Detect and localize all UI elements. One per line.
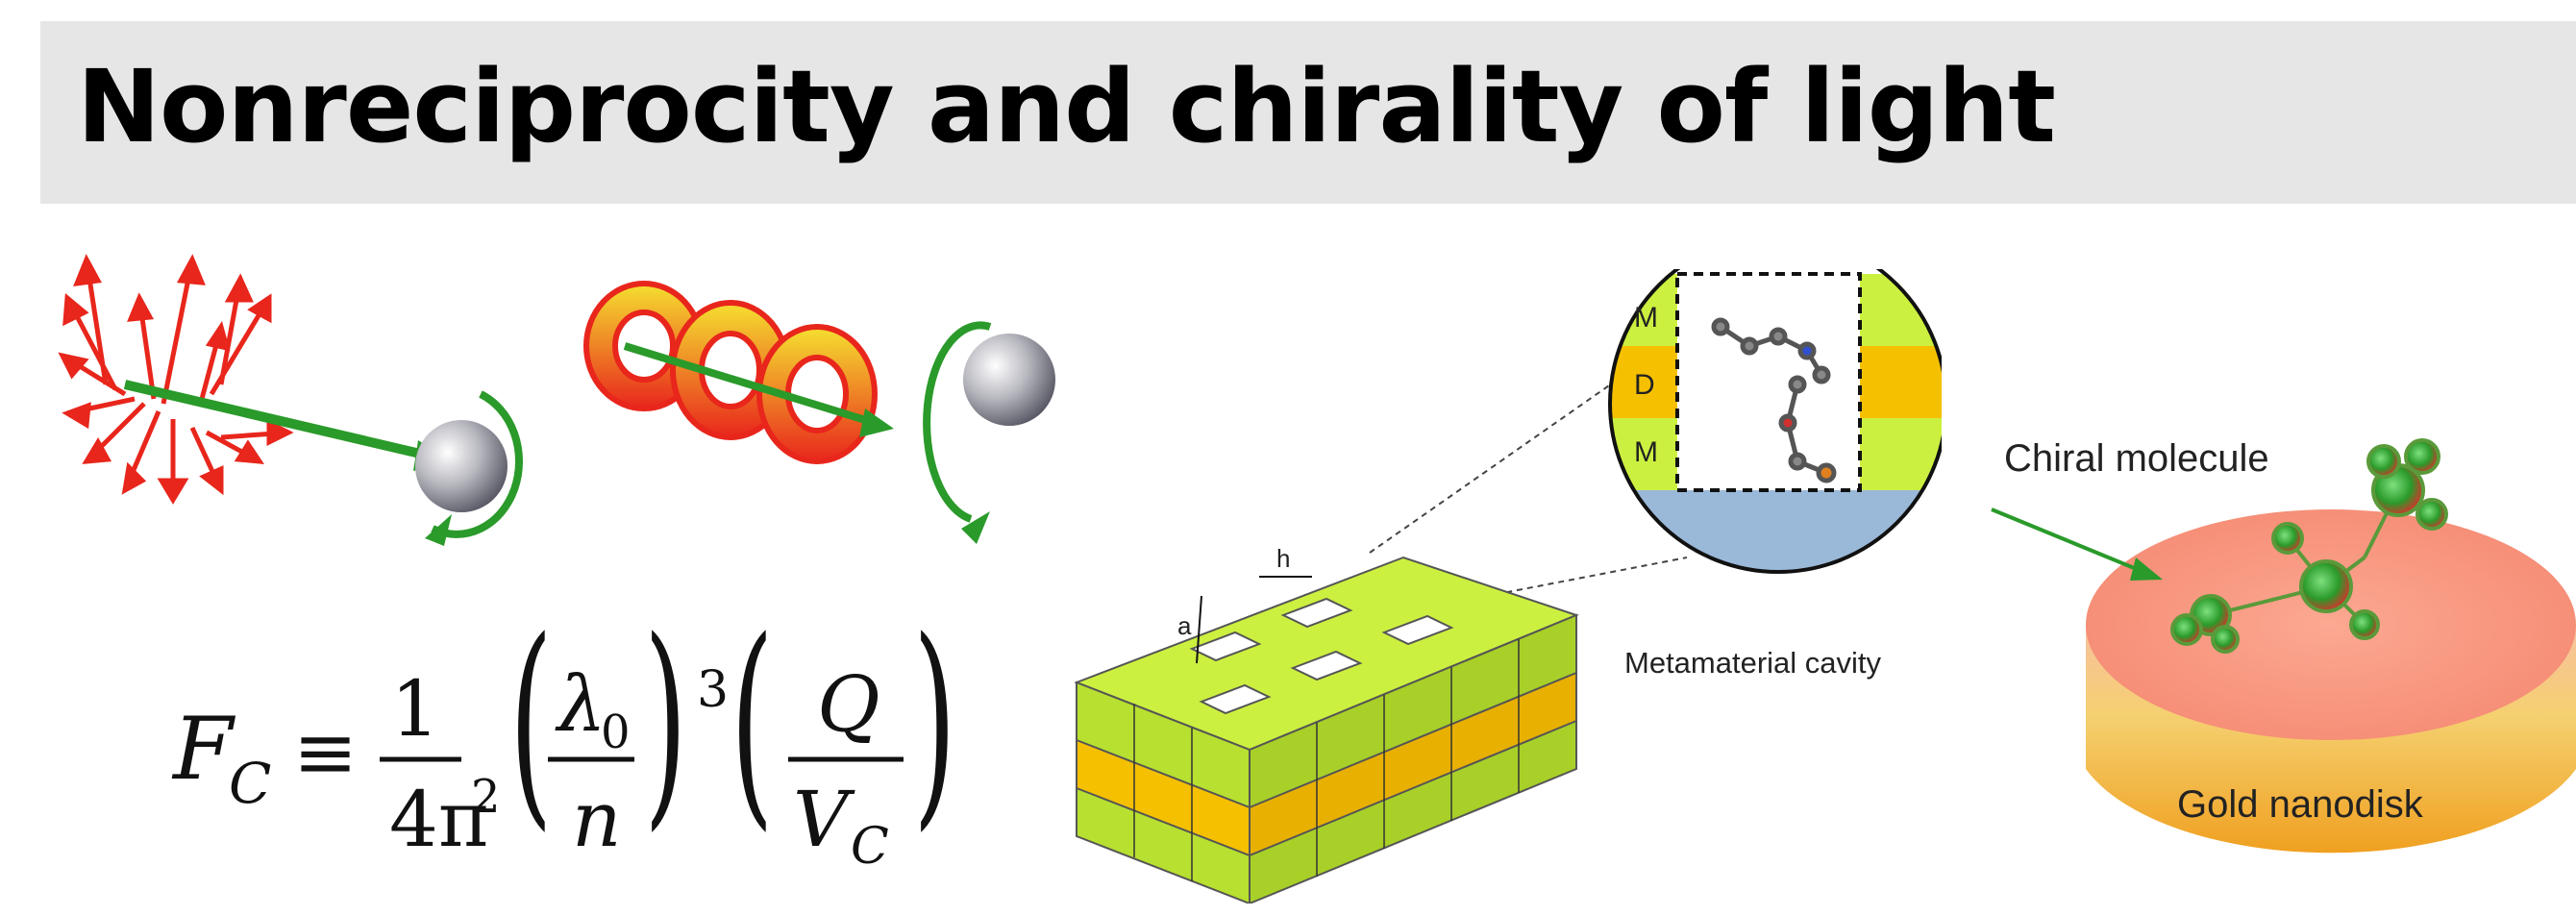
page-title: Nonreciprocity and chirality of light [77, 48, 2056, 165]
frac3-den: V [793, 775, 855, 864]
frac1-num: 1 [391, 664, 440, 754]
formula-lhs-sub: C [229, 751, 271, 816]
frac1-den-sup: 2 [471, 770, 501, 824]
dimension-a-label: a [1177, 611, 1192, 640]
formula-equiv: ≡ [293, 707, 358, 797]
polarization-arrows [58, 254, 294, 505]
title-bar [40, 21, 2576, 204]
layer-label-m-top: M [1634, 302, 1658, 334]
svg-text:(: ( [731, 625, 774, 850]
helix-wave [583, 281, 878, 464]
dimension-h-label: h [1276, 544, 1290, 573]
disk-top [2086, 509, 2576, 740]
rotation-arrow [431, 390, 523, 538]
frac2-den: n [572, 775, 622, 864]
molecule-label: Chiral molecule [2004, 437, 2269, 480]
particle-sphere [415, 420, 508, 512]
svg-text:(: ( [509, 625, 553, 850]
frac3-den-sub: C [851, 818, 889, 876]
metamaterial-block [1074, 556, 1579, 904]
circular-light-illustration [583, 281, 1055, 544]
frac2-num: λ [555, 659, 607, 749]
frac2-num-sub: 0 [601, 706, 631, 759]
purcell-factor-formula: F C ≡ 1 4π 2 ( λ 0 n ) 3 ( Q V C ) [171, 625, 956, 876]
molecule-structure [1711, 317, 1837, 483]
particle-sphere [963, 334, 1055, 426]
metamaterial-caption: Metamaterial cavity [1624, 646, 1882, 680]
propagation-arrow [623, 342, 894, 437]
layer-label-d: D [1634, 369, 1655, 401]
disk-label: Gold nanodisk [2177, 783, 2424, 826]
frac3-num: Q [817, 659, 880, 749]
rotation-arrow [923, 321, 992, 523]
frac1-den: 4π [389, 775, 488, 864]
gold-nanodisk-illustration: Gold nanodisk Chiral molecule [1991, 437, 2576, 854]
linear-light-illustration [58, 254, 523, 546]
svg-text:): ) [913, 625, 956, 850]
layer-label-m-bottom: M [1634, 436, 1658, 468]
metamaterial-illustration: M D M Metamaterial cavity h a [1074, 269, 1942, 904]
molecule-pointer-arrow [1991, 508, 2163, 581]
cavity-closeup [1610, 269, 1942, 572]
formula-lhs: F [171, 699, 236, 800]
chiral-molecule [2170, 438, 2448, 654]
power: 3 [697, 661, 729, 719]
svg-text:): ) [644, 625, 687, 850]
